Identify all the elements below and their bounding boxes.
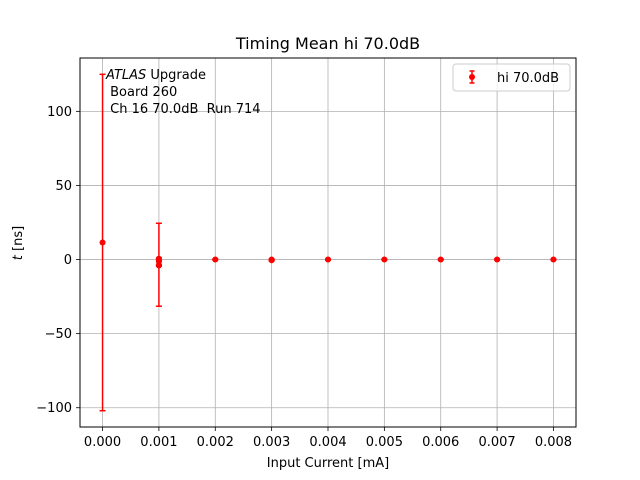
data-point — [550, 256, 557, 263]
x-tick-label: 0.004 — [309, 435, 346, 450]
legend-box — [452, 63, 571, 92]
y-tick-label: −100 — [36, 401, 72, 416]
annotation-upgrade: Upgrade — [146, 68, 206, 83]
data-point — [155, 262, 162, 269]
grid-layer — [80, 58, 576, 427]
data-point — [212, 256, 219, 263]
legend-marker — [469, 74, 475, 80]
y-axis-label-unit: [ns] — [11, 226, 26, 255]
x-tick-label: 0.006 — [422, 435, 459, 450]
y-tick-label: 0 — [64, 253, 72, 268]
annotation-line-1: ATLAS Upgrade — [105, 68, 206, 83]
x-axis-label: Input Current [mA] — [267, 456, 389, 471]
data-point — [325, 256, 331, 263]
legend-label: hi 70.0dB — [497, 71, 559, 86]
tick-layer: 0.000 0.001 0.002 0.003 0.004 0.005 0.006 0.007… — [36, 105, 572, 450]
data-point — [437, 256, 444, 263]
data-point — [99, 239, 106, 246]
y-tick-label: −50 — [45, 327, 72, 342]
plot-frame — [79, 57, 577, 428]
annotation-line-2: Board 260 — [106, 85, 177, 100]
y-axis-label: t [ns] — [11, 226, 26, 260]
legend: hi 70.0dB — [452, 63, 571, 92]
x-tick-label: 0.001 — [140, 435, 177, 450]
data-point — [268, 257, 275, 264]
annotation-block: ATLAS Upgrade Board 260 Ch 16 70.0dB Run… — [105, 68, 261, 117]
y-axis-label-symbol: t — [11, 254, 26, 260]
data-point — [381, 256, 388, 263]
x-tick-label: 0.007 — [478, 435, 515, 450]
data-point — [494, 256, 501, 263]
annotation-atlas: ATLAS — [105, 68, 146, 83]
data-layer — [99, 73, 557, 412]
annotation-line-3: Ch 16 70.0dB Run 714 — [106, 102, 261, 117]
x-tick-label: 0.002 — [197, 435, 234, 450]
x-tick-label: 0.003 — [253, 435, 290, 450]
y-tick-label: 100 — [47, 105, 72, 120]
x-tick-label: 0.000 — [84, 435, 121, 450]
chart-title: Timing Mean hi 70.0dB — [235, 34, 420, 53]
x-tick-label: 0.008 — [535, 435, 572, 450]
x-tick-label: 0.005 — [366, 435, 403, 450]
y-tick-label: 50 — [55, 179, 72, 194]
